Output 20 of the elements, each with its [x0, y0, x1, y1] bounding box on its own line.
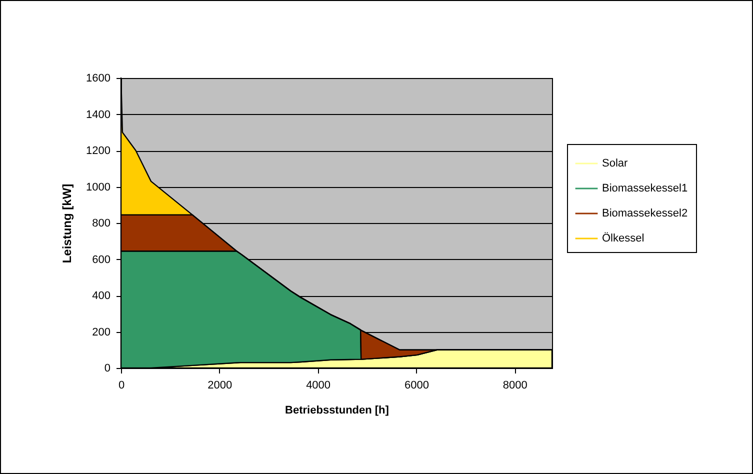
y-tick-label: 1600 [86, 72, 110, 84]
legend-label: Ölkessel [602, 232, 644, 244]
y-tick-label: 1000 [86, 181, 110, 194]
y-tick-label: 200 [92, 326, 110, 338]
y-tick-label: 400 [92, 290, 110, 302]
x-tick-label: 6000 [404, 380, 429, 392]
x-tick-label: 4000 [306, 380, 331, 392]
y-tick-label: 1200 [86, 145, 110, 157]
x-tick-label: 0 [118, 380, 125, 392]
y-tick-label: 0 [104, 362, 110, 374]
legend-label: Biomassekessel1 [602, 182, 688, 194]
x-tick-label: 2000 [208, 380, 232, 392]
legend-label: Biomassekessel2 [602, 208, 688, 220]
legend-label: Solar [602, 158, 628, 170]
y-tick-label: 800 [92, 218, 110, 230]
y-tick-label: 600 [92, 254, 110, 266]
y-axis-title: Leistung [kW] [60, 184, 74, 264]
y-tick-label: 1400 [86, 108, 110, 121]
x-axis-title: Betriebsstunden [h] [285, 404, 390, 416]
x-tick-label: 8000 [502, 380, 528, 392]
